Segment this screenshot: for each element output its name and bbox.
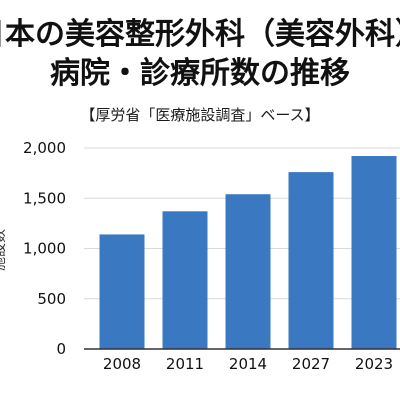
y-tick-label: 500 [37, 290, 66, 308]
bars [99, 156, 397, 349]
x-axis-ticks: 2008 2011 2014 2027 2023 [103, 355, 393, 373]
chart-title-line-1: 日本の美容整形外科（美容外科） [0, 17, 400, 52]
chart-subtitle: 【厚労省「医療施設調査」ベース】 [80, 106, 319, 124]
y-axis-title: 施設数 [0, 229, 8, 271]
x-tick-label: 2011 [166, 355, 204, 373]
x-tick-label: 2027 [292, 355, 330, 373]
y-tick-label: 1,500 [23, 189, 66, 207]
y-tick-label: 1,000 [23, 240, 66, 258]
chart-title-line-2: 病院・診療所数の推移 [50, 56, 350, 91]
bar-2011 [162, 211, 208, 349]
bar-2023 [351, 156, 397, 349]
x-tick-label: 2008 [103, 355, 141, 373]
x-tick-label: 2023 [355, 355, 393, 373]
bar-2027 [288, 172, 334, 349]
x-tick-label: 2014 [229, 355, 267, 373]
y-tick-label: 0 [56, 340, 66, 358]
y-axis-ticks: 0 500 1,000 1,500 2,000 [23, 139, 66, 358]
y-tick-label: 2,000 [23, 139, 66, 157]
bar-2014 [225, 194, 271, 349]
bar-2008 [99, 234, 145, 349]
